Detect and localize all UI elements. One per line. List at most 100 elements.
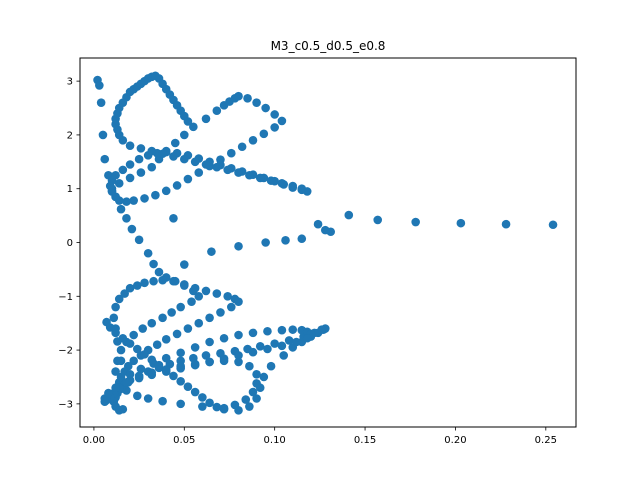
data-point bbox=[176, 361, 185, 371]
data-point bbox=[190, 157, 200, 167]
data-point bbox=[167, 308, 176, 317]
data-point bbox=[176, 399, 185, 409]
data-point bbox=[252, 369, 261, 379]
data-point bbox=[245, 402, 254, 411]
data-point bbox=[266, 176, 276, 185]
data-point bbox=[187, 297, 196, 306]
data-point bbox=[245, 170, 254, 180]
data-point bbox=[277, 341, 287, 351]
data-point bbox=[104, 388, 113, 398]
y-tick-label: 1 bbox=[67, 184, 73, 195]
data-point bbox=[201, 351, 211, 360]
data-point bbox=[147, 355, 157, 365]
scatter-points bbox=[93, 71, 558, 415]
x-tick-label: 0.05 bbox=[173, 435, 195, 446]
data-point bbox=[212, 402, 222, 412]
data-point bbox=[230, 400, 240, 410]
data-point bbox=[212, 162, 222, 172]
data-point bbox=[158, 396, 167, 406]
data-point bbox=[201, 114, 211, 124]
data-point bbox=[125, 160, 135, 169]
data-point bbox=[234, 351, 243, 360]
data-point bbox=[373, 215, 383, 225]
data-point bbox=[161, 186, 171, 196]
data-point bbox=[270, 123, 279, 132]
data-point bbox=[263, 344, 272, 354]
data-point bbox=[198, 402, 207, 411]
data-point bbox=[120, 289, 129, 298]
data-point bbox=[248, 347, 258, 357]
data-point bbox=[255, 173, 265, 183]
data-point bbox=[122, 197, 131, 206]
data-point bbox=[125, 141, 135, 150]
data-point bbox=[161, 335, 171, 344]
data-point bbox=[114, 294, 124, 304]
data-point bbox=[118, 404, 128, 414]
data-point bbox=[111, 367, 120, 376]
data-point bbox=[172, 329, 182, 339]
data-point bbox=[111, 302, 120, 312]
data-point bbox=[277, 179, 287, 188]
data-point bbox=[212, 289, 222, 298]
data-point bbox=[226, 148, 236, 158]
data-point bbox=[116, 345, 126, 355]
data-point bbox=[190, 283, 200, 293]
data-point bbox=[234, 168, 243, 177]
data-point bbox=[96, 98, 106, 107]
data-point bbox=[277, 325, 287, 335]
data-point bbox=[147, 162, 157, 172]
data-point bbox=[143, 248, 153, 258]
data-point bbox=[172, 181, 182, 190]
data-point bbox=[152, 340, 162, 350]
data-point bbox=[548, 220, 558, 230]
data-point bbox=[190, 387, 200, 397]
data-point bbox=[111, 383, 120, 393]
data-point bbox=[122, 378, 131, 387]
data-point bbox=[114, 179, 124, 188]
y-tick-label: −3 bbox=[58, 399, 73, 410]
data-point bbox=[288, 181, 298, 191]
data-point bbox=[212, 106, 222, 116]
y-tick-label: 0 bbox=[67, 238, 73, 249]
data-point bbox=[501, 219, 511, 229]
y-tick-label: 3 bbox=[67, 77, 73, 88]
data-point bbox=[169, 276, 178, 286]
data-point bbox=[234, 330, 243, 340]
data-point bbox=[140, 278, 149, 288]
data-point bbox=[259, 129, 269, 139]
data-point bbox=[216, 308, 225, 317]
data-point bbox=[234, 357, 243, 367]
data-point bbox=[176, 376, 185, 386]
chart-title: M3_c0.5_d0.5_e0.8 bbox=[271, 39, 386, 53]
data-point bbox=[270, 110, 279, 119]
data-point bbox=[252, 394, 261, 403]
data-point bbox=[234, 297, 243, 306]
data-point bbox=[201, 286, 211, 296]
data-point bbox=[234, 241, 243, 251]
data-point bbox=[118, 165, 128, 175]
data-point bbox=[116, 372, 126, 382]
data-point bbox=[234, 91, 243, 101]
data-point bbox=[133, 344, 142, 354]
data-point bbox=[158, 313, 167, 323]
data-point bbox=[109, 313, 119, 323]
data-point bbox=[134, 235, 144, 245]
data-point bbox=[116, 204, 126, 214]
data-point bbox=[219, 403, 229, 413]
data-point bbox=[161, 353, 171, 363]
data-point bbox=[245, 361, 254, 371]
data-point bbox=[129, 196, 138, 205]
x-tick-label: 0.20 bbox=[444, 435, 466, 446]
data-point bbox=[201, 160, 211, 169]
data-point bbox=[243, 94, 252, 103]
data-point bbox=[248, 136, 258, 145]
data-point bbox=[169, 371, 178, 381]
data-point bbox=[125, 173, 135, 183]
data-point bbox=[270, 339, 279, 348]
data-point bbox=[263, 326, 272, 336]
data-point bbox=[266, 361, 276, 371]
data-point bbox=[198, 393, 207, 402]
data-point bbox=[158, 275, 167, 285]
data-point bbox=[183, 174, 193, 184]
